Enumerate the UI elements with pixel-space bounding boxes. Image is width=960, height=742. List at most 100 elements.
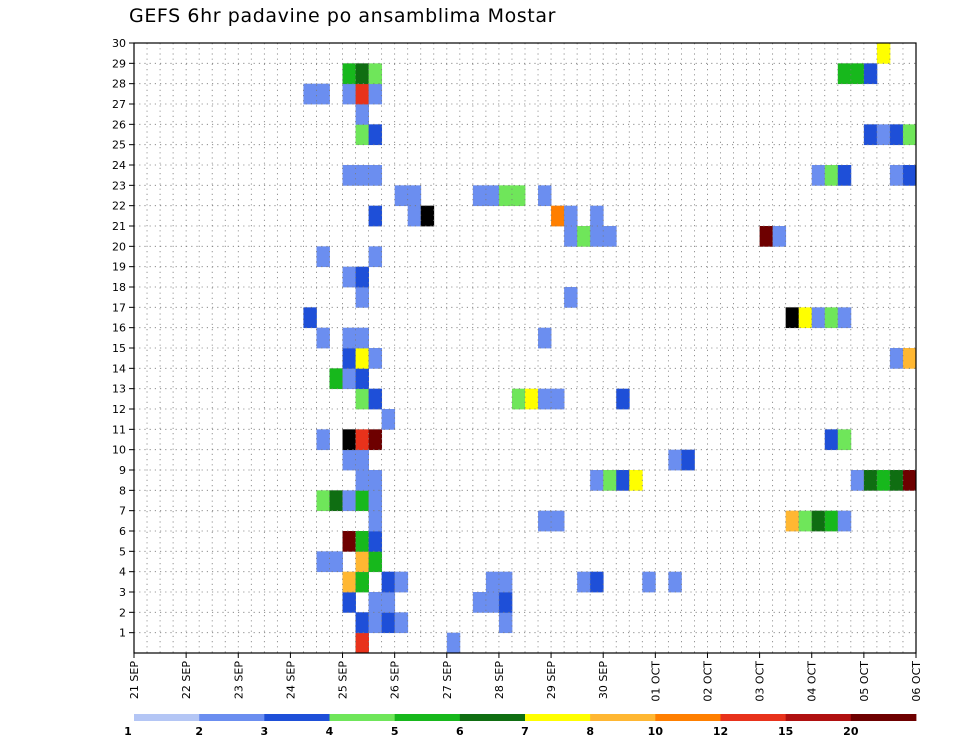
y-tick-label: 17 xyxy=(112,301,126,314)
heatmap-cell xyxy=(368,124,383,146)
heatmap-cell xyxy=(394,612,409,634)
x-tick-label: 21 SEP xyxy=(128,661,141,699)
heatmap-cell xyxy=(889,348,904,369)
y-tick-label: 28 xyxy=(112,78,126,91)
x-tick-label: 01 OCT xyxy=(649,661,662,702)
heatmap-cell xyxy=(577,226,591,247)
heatmap-cell xyxy=(837,165,852,186)
heatmap-cell xyxy=(863,63,878,85)
legend-label: 3 xyxy=(261,725,269,738)
heatmap-cell xyxy=(837,510,852,532)
heatmap-cell xyxy=(498,592,513,613)
heatmap-cell xyxy=(355,388,369,410)
heatmap-cell xyxy=(824,307,839,329)
y-tick-label: 8 xyxy=(119,484,126,497)
heatmap-cell xyxy=(590,205,604,227)
y-tick-label: 19 xyxy=(112,261,126,274)
x-tick-label: 28 SEP xyxy=(493,661,506,699)
heatmap-cell xyxy=(772,226,787,247)
y-tick-label: 21 xyxy=(112,220,126,233)
y-tick-label: 26 xyxy=(112,118,126,131)
heatmap-cell xyxy=(824,165,839,186)
heatmap-cell xyxy=(342,429,356,451)
heatmap-cell xyxy=(551,205,565,227)
heatmap-cell xyxy=(564,205,578,227)
heatmap-cell xyxy=(850,470,865,491)
heatmap-cell xyxy=(785,510,800,532)
legend-swatch xyxy=(134,714,200,721)
y-tick-label: 5 xyxy=(119,545,126,558)
heatmap-cell xyxy=(368,490,383,512)
y-tick-label: 14 xyxy=(112,362,126,375)
heatmap-cell xyxy=(629,470,643,491)
legend-label: 20 xyxy=(843,725,859,738)
heatmap-cell xyxy=(525,388,539,410)
heatmap-cell xyxy=(355,632,369,654)
heatmap-cell xyxy=(342,490,356,512)
heatmap-cell xyxy=(368,63,383,85)
heatmap-cell xyxy=(577,571,591,593)
y-tick-label: 24 xyxy=(112,159,126,172)
legend-swatch xyxy=(525,714,591,721)
heatmap-cell xyxy=(329,368,343,390)
heatmap-cell xyxy=(355,429,369,451)
x-tick-label: 02 OCT xyxy=(701,661,714,702)
heatmap-cell xyxy=(355,551,369,573)
x-tick-label: 30 SEP xyxy=(597,661,610,699)
y-tick-label: 15 xyxy=(112,342,126,355)
heatmap-cell xyxy=(342,165,356,186)
y-tick-label: 27 xyxy=(112,98,126,111)
heatmap-cell xyxy=(342,571,356,593)
legend-label: 6 xyxy=(456,725,464,738)
heatmap-cell xyxy=(798,510,813,532)
heatmap-cell xyxy=(355,470,369,491)
heatmap-cell xyxy=(381,571,396,593)
heatmap-cell xyxy=(876,470,891,491)
heatmap-cell xyxy=(902,470,917,491)
heatmap-cell xyxy=(603,226,617,247)
legend-label: 10 xyxy=(648,725,664,738)
x-tick-label: 29 SEP xyxy=(545,661,558,699)
y-tick-label: 13 xyxy=(112,383,126,396)
heatmap-cell xyxy=(902,124,917,146)
heatmap-cell xyxy=(342,327,356,349)
heatmap-cell xyxy=(485,185,500,207)
heatmap-cell xyxy=(668,571,682,593)
heatmap-cell xyxy=(837,307,852,329)
x-tick-label: 25 SEP xyxy=(337,661,350,699)
heatmap-cell xyxy=(876,43,891,64)
legend-label: 2 xyxy=(195,725,203,738)
heatmap-cell xyxy=(407,205,422,227)
legend-swatch xyxy=(590,714,656,721)
heatmap-cell xyxy=(472,185,487,207)
heatmap-cell xyxy=(407,185,422,207)
heatmap-cell xyxy=(394,185,409,207)
heatmap-cell xyxy=(329,490,343,512)
heatmap-cell xyxy=(538,185,552,207)
legend-swatch xyxy=(850,714,917,721)
x-tick-label: 05 OCT xyxy=(858,661,871,702)
heatmap-cell xyxy=(824,429,839,451)
heatmap-cell xyxy=(603,470,617,491)
legend-label: 1 xyxy=(124,725,132,738)
heatmap-cell xyxy=(498,571,513,593)
y-tick-label: 20 xyxy=(112,240,126,253)
heatmap-cell xyxy=(368,165,383,186)
y-tick-label: 25 xyxy=(112,139,126,152)
heatmap-cell xyxy=(642,571,656,593)
legend-swatch xyxy=(655,714,721,721)
legend-label: 5 xyxy=(391,725,399,738)
heatmap-cell xyxy=(355,531,369,552)
heatmap-cell xyxy=(472,592,487,613)
heatmap-cell xyxy=(616,388,630,410)
heatmap-cell xyxy=(329,551,343,573)
heatmap-cell xyxy=(394,571,409,593)
x-tick-label: 26 SEP xyxy=(389,661,402,699)
x-tick-label: 27 SEP xyxy=(441,661,454,699)
heatmap-cell xyxy=(355,104,369,125)
heatmap-cell xyxy=(511,388,526,410)
heatmap-cell xyxy=(368,429,383,451)
heatmap-cell xyxy=(511,185,526,207)
heatmap-cell xyxy=(538,327,552,349)
y-tick-label: 2 xyxy=(119,606,126,619)
